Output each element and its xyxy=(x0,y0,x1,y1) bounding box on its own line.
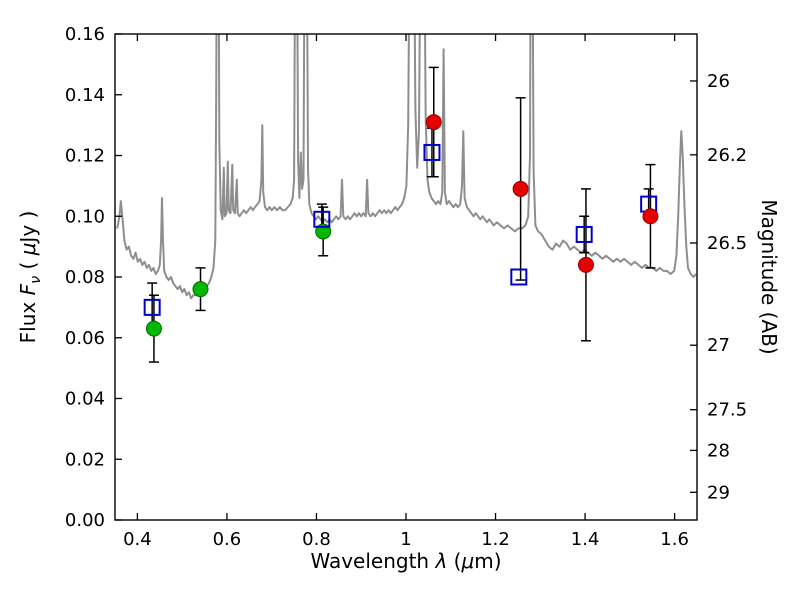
y-tick-label-left: 0.00 xyxy=(65,510,105,531)
x-tick-label: 1 xyxy=(400,529,411,550)
x-tick-label: 0.6 xyxy=(213,529,242,550)
y-tick-label-right: 29 xyxy=(707,482,730,503)
y-tick-label-right: 28 xyxy=(707,440,730,461)
y-tick-label-right: 27.5 xyxy=(707,400,747,421)
green-filled-circles-marker xyxy=(145,320,162,337)
x-axis-label: Wavelength λ (μm) xyxy=(310,549,502,573)
y-tick-label-right: 26.2 xyxy=(707,145,747,166)
blue-open-squares-marker xyxy=(143,298,161,316)
spectrum-line xyxy=(116,34,697,300)
red-filled-circles-marker xyxy=(642,208,659,225)
y-tick-label-right: 26 xyxy=(707,71,730,92)
axis-ticks: 0.4 0.6 0.8 1 1.2 1.4 1.6 0.00 0.02 0.04 0.06 0.08 0… xyxy=(65,24,747,550)
axes-frame xyxy=(114,33,698,521)
x-tick-label: 1.2 xyxy=(481,529,510,550)
blue-open-squares-marker xyxy=(575,225,593,243)
photometry-markers xyxy=(143,114,659,337)
mu-symbol: μ xyxy=(16,242,40,256)
blue-open-squares-marker xyxy=(510,268,528,286)
y-tick-label-left: 0.16 xyxy=(65,24,105,45)
y-tick-label-left: 0.04 xyxy=(65,389,105,410)
blue-open-squares-marker xyxy=(313,210,331,228)
lambda-symbol: λ xyxy=(435,549,448,573)
nu-subscript: ν xyxy=(28,275,44,284)
y-tick-label-left: 0.14 xyxy=(65,85,105,106)
blue-open-squares-marker xyxy=(423,143,441,161)
y-tick-label-left: 0.10 xyxy=(65,206,105,227)
y-tick-label-left: 0.08 xyxy=(65,267,105,288)
y-tick-label-left: 0.12 xyxy=(65,146,105,167)
x-tick-label: 1.6 xyxy=(660,529,689,550)
x-tick-label: 0.4 xyxy=(123,529,152,550)
red-filled-circles-marker xyxy=(512,180,529,197)
x-tick-label: 0.8 xyxy=(302,529,331,550)
y-tick-label-right: 26.5 xyxy=(707,233,747,254)
red-filled-circles-marker xyxy=(425,114,442,131)
x-tick-label: 1.4 xyxy=(571,529,600,550)
y-tick-label-left: 0.06 xyxy=(65,328,105,349)
flux-symbol: F xyxy=(16,283,40,296)
mu-symbol: μ xyxy=(461,549,475,573)
y-axis-label-magnitude: Magnitude (AB) xyxy=(757,199,781,355)
x-axis-label-text: Wavelength xyxy=(310,549,436,573)
y-tick-label-right: 27 xyxy=(707,335,730,356)
red-filled-circles-marker xyxy=(577,256,594,273)
green-filled-circles-marker xyxy=(192,281,209,298)
y-tick-label-left: 0.02 xyxy=(65,449,105,470)
y-axis-label-flux: Flux Fν ( μJy ) xyxy=(16,210,44,344)
